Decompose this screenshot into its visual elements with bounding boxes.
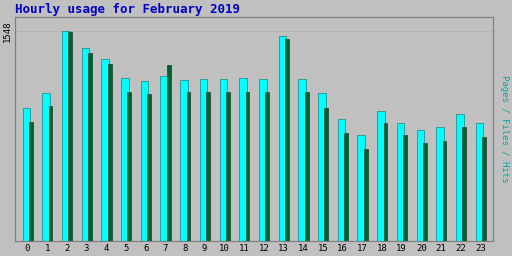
Bar	[200, 79, 207, 241]
Bar	[141, 81, 148, 241]
Bar	[108, 64, 112, 241]
Bar	[285, 39, 289, 241]
Bar	[259, 79, 267, 241]
Bar	[180, 80, 188, 241]
Bar	[442, 141, 446, 241]
Bar	[127, 92, 131, 241]
Bar	[456, 114, 463, 241]
Bar	[147, 94, 151, 241]
Bar	[364, 149, 368, 241]
Bar	[62, 31, 70, 241]
Bar	[160, 76, 168, 241]
Bar	[338, 119, 345, 241]
Bar	[23, 108, 30, 241]
Bar	[167, 65, 170, 241]
Bar	[423, 143, 426, 241]
Y-axis label: Pages / Files / Hits: Pages / Files / Hits	[500, 76, 509, 183]
Bar	[318, 93, 326, 241]
Bar	[279, 36, 286, 241]
Bar	[88, 53, 92, 241]
Bar	[377, 111, 385, 241]
Bar	[265, 92, 269, 241]
Bar	[403, 135, 407, 241]
Bar	[436, 127, 444, 241]
Bar	[101, 59, 109, 241]
Bar	[344, 133, 348, 241]
Text: Hourly usage for February 2019: Hourly usage for February 2019	[14, 3, 240, 16]
Bar	[305, 92, 309, 241]
Bar	[29, 122, 33, 241]
Bar	[397, 123, 404, 241]
Bar	[383, 123, 387, 241]
Bar	[482, 137, 486, 241]
Bar	[325, 108, 328, 241]
Bar	[226, 92, 230, 241]
Bar	[239, 78, 247, 241]
Bar	[462, 127, 466, 241]
Bar	[220, 79, 227, 241]
Bar	[68, 32, 72, 241]
Bar	[417, 130, 424, 241]
Bar	[186, 92, 190, 241]
Bar	[121, 78, 129, 241]
Bar	[81, 48, 89, 241]
Bar	[42, 93, 50, 241]
Bar	[206, 92, 210, 241]
Bar	[49, 106, 52, 241]
Bar	[357, 135, 365, 241]
Bar	[476, 123, 483, 241]
Bar	[298, 79, 306, 241]
Bar	[246, 92, 249, 241]
